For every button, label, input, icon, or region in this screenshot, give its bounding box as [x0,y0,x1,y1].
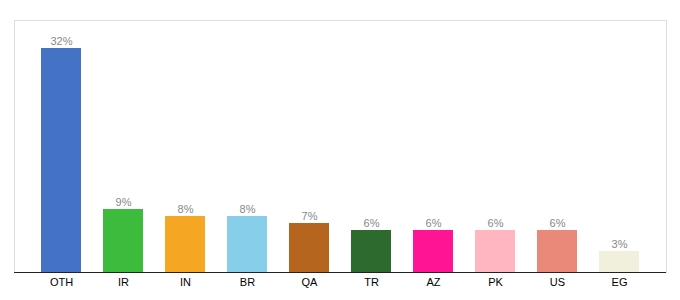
svg-text:QA: QA [302,276,319,288]
svg-text:IR: IR [118,276,129,288]
svg-text:EG: EG [612,276,628,288]
svg-text:6%: 6% [426,217,442,229]
svg-text:6%: 6% [364,217,380,229]
svg-text:7%: 7% [302,210,318,222]
svg-text:OTH: OTH [50,276,73,288]
svg-text:8%: 8% [240,203,256,215]
svg-text:US: US [550,276,565,288]
svg-text:6%: 6% [550,217,566,229]
svg-text:9%: 9% [116,196,132,208]
svg-text:PK: PK [488,276,503,288]
svg-text:6%: 6% [488,217,504,229]
svg-text:TR: TR [364,276,379,288]
svg-text:3%: 3% [612,238,628,250]
svg-text:8%: 8% [178,203,194,215]
svg-text:BR: BR [240,276,255,288]
svg-text:AZ: AZ [426,276,440,288]
svg-text:IN: IN [180,276,191,288]
svg-text:32%: 32% [50,35,72,47]
